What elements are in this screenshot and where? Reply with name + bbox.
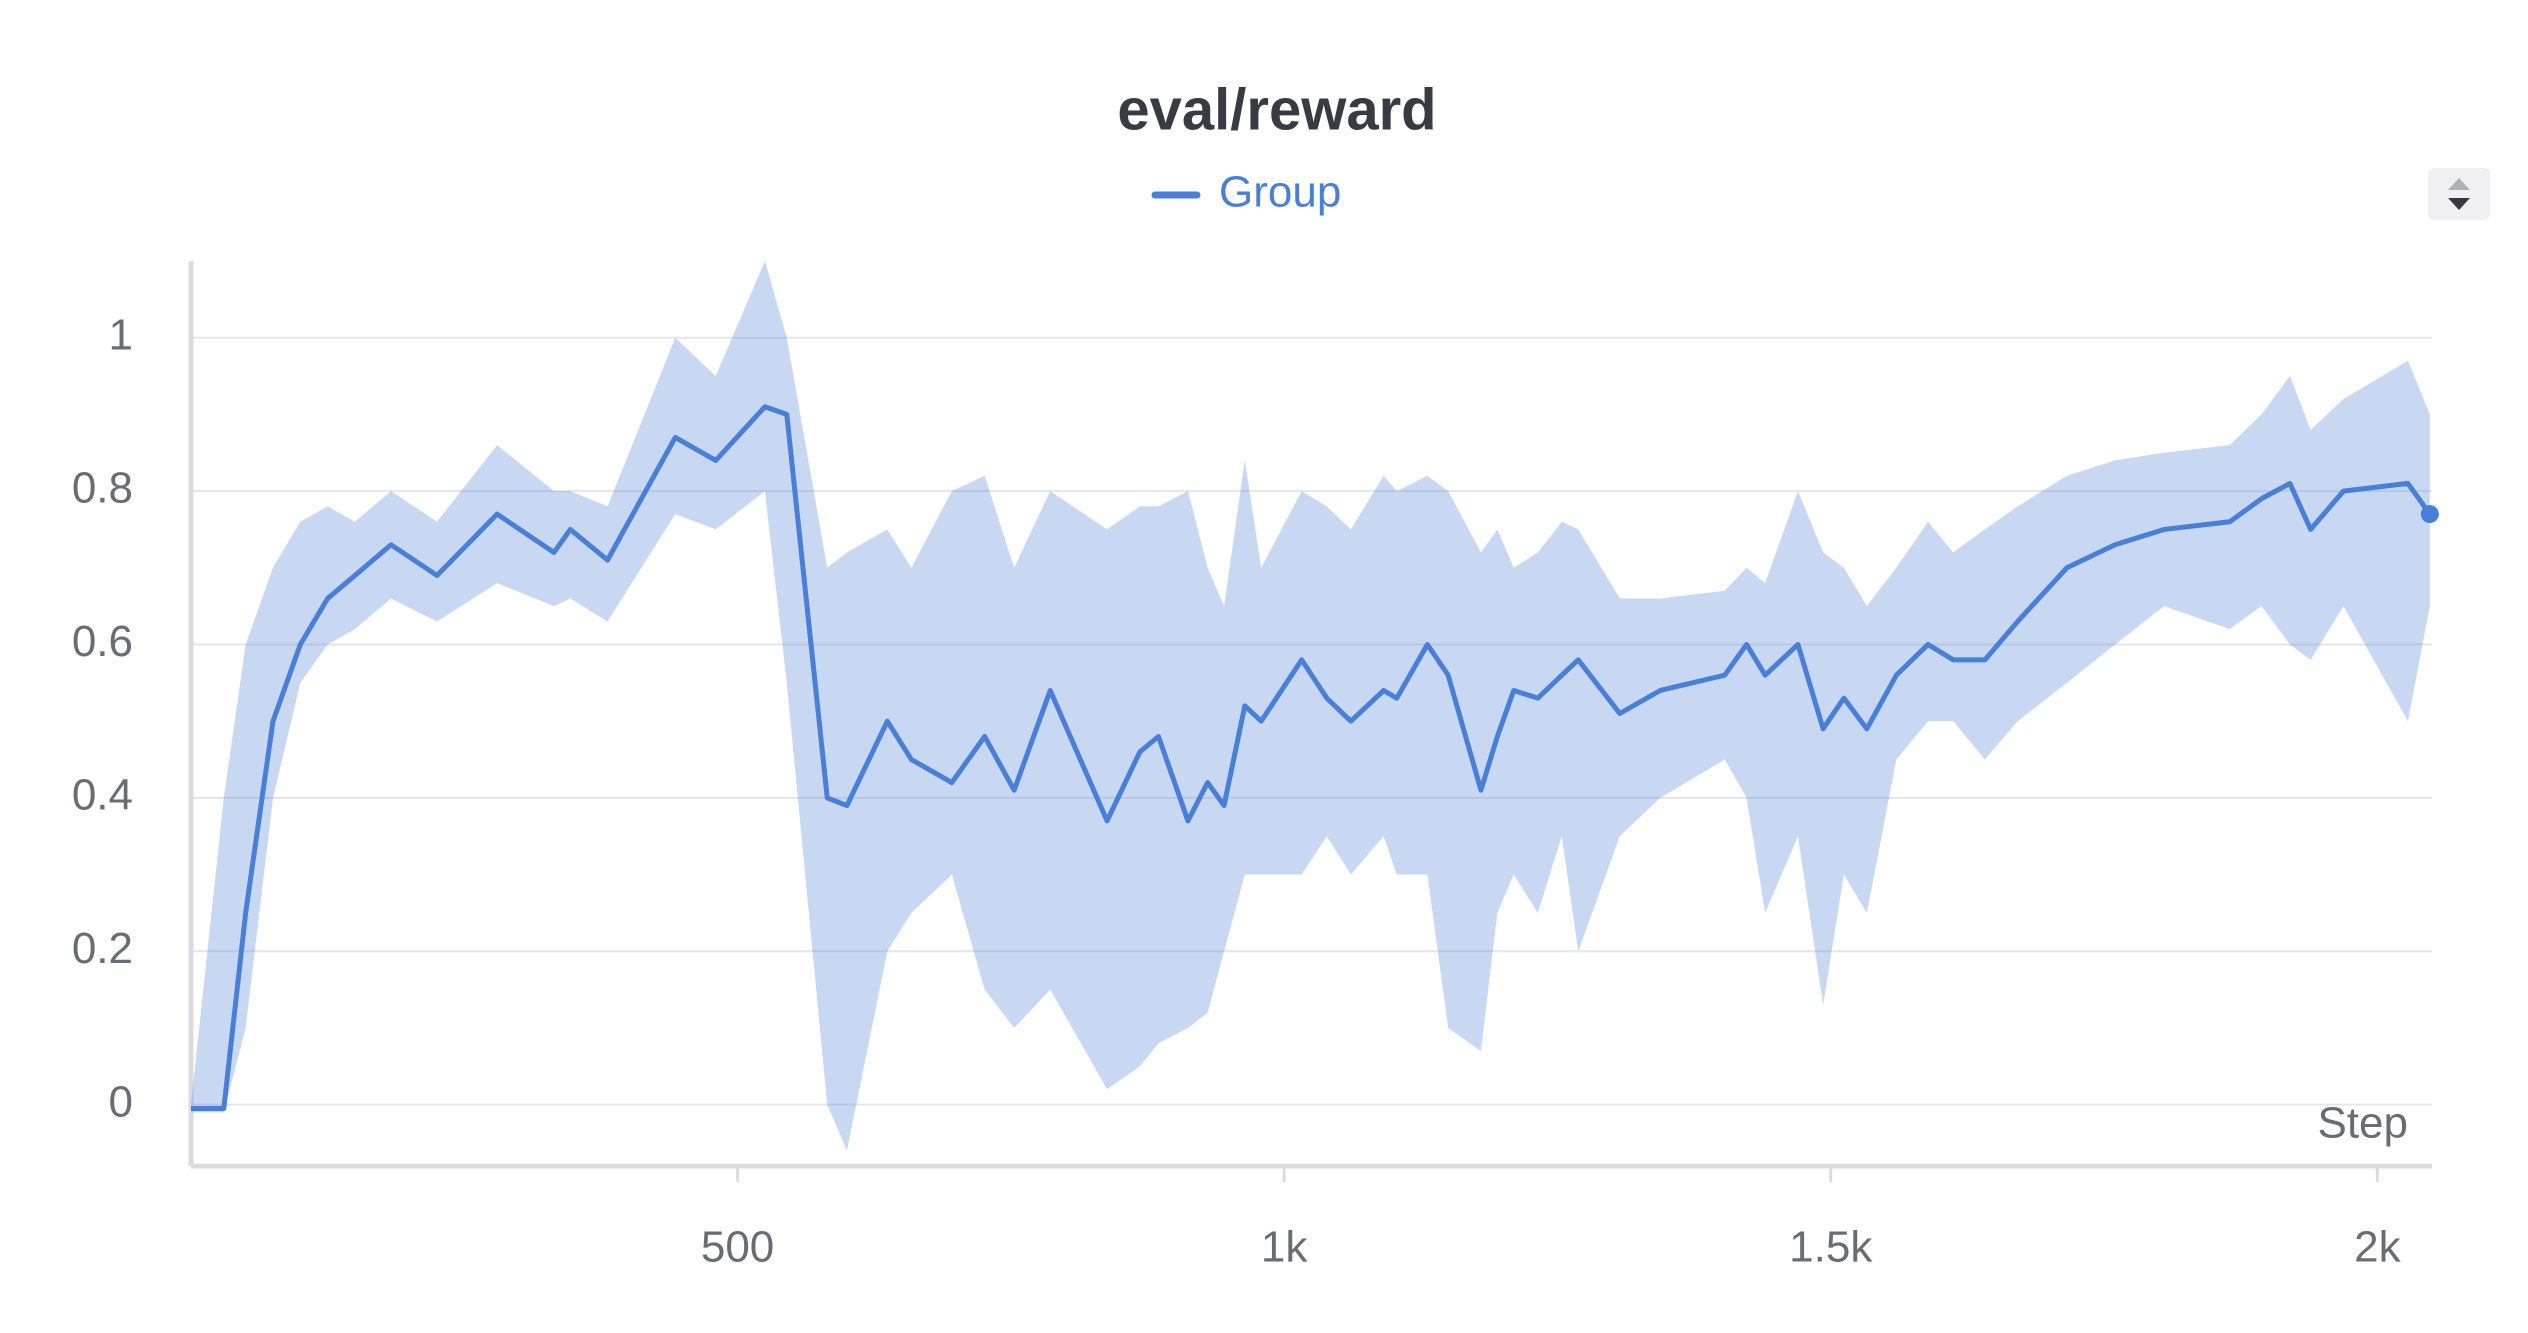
y-tick-label: 0.2 <box>72 924 133 973</box>
legend-label: Group <box>1219 168 1341 217</box>
scroll-box[interactable] <box>2428 168 2490 220</box>
x-tick-label: 500 <box>701 1223 774 1272</box>
y-tick-label: 1 <box>109 310 133 359</box>
arrow-up[interactable] <box>2448 178 2470 190</box>
x-tick-label: 1k <box>1261 1223 1308 1272</box>
line <box>191 404 2432 1111</box>
x-tick-label: 2k <box>2354 1223 2401 1272</box>
range-band <box>191 261 2430 1151</box>
x-tick-label: 1.5k <box>1789 1223 1873 1272</box>
y-tick-label: 0.4 <box>72 770 133 819</box>
x-axis-label: Step <box>2317 1099 2408 1148</box>
chart-title: eval/reward <box>1117 77 1436 142</box>
y-tick-label: 0 <box>109 1077 133 1126</box>
y-tick-label: 0.8 <box>72 464 133 513</box>
y-tick-label: 0.6 <box>72 617 133 666</box>
arrow-down[interactable] <box>2448 198 2470 210</box>
scroll-control[interactable] <box>2428 168 2490 220</box>
end-point <box>2420 505 2439 524</box>
